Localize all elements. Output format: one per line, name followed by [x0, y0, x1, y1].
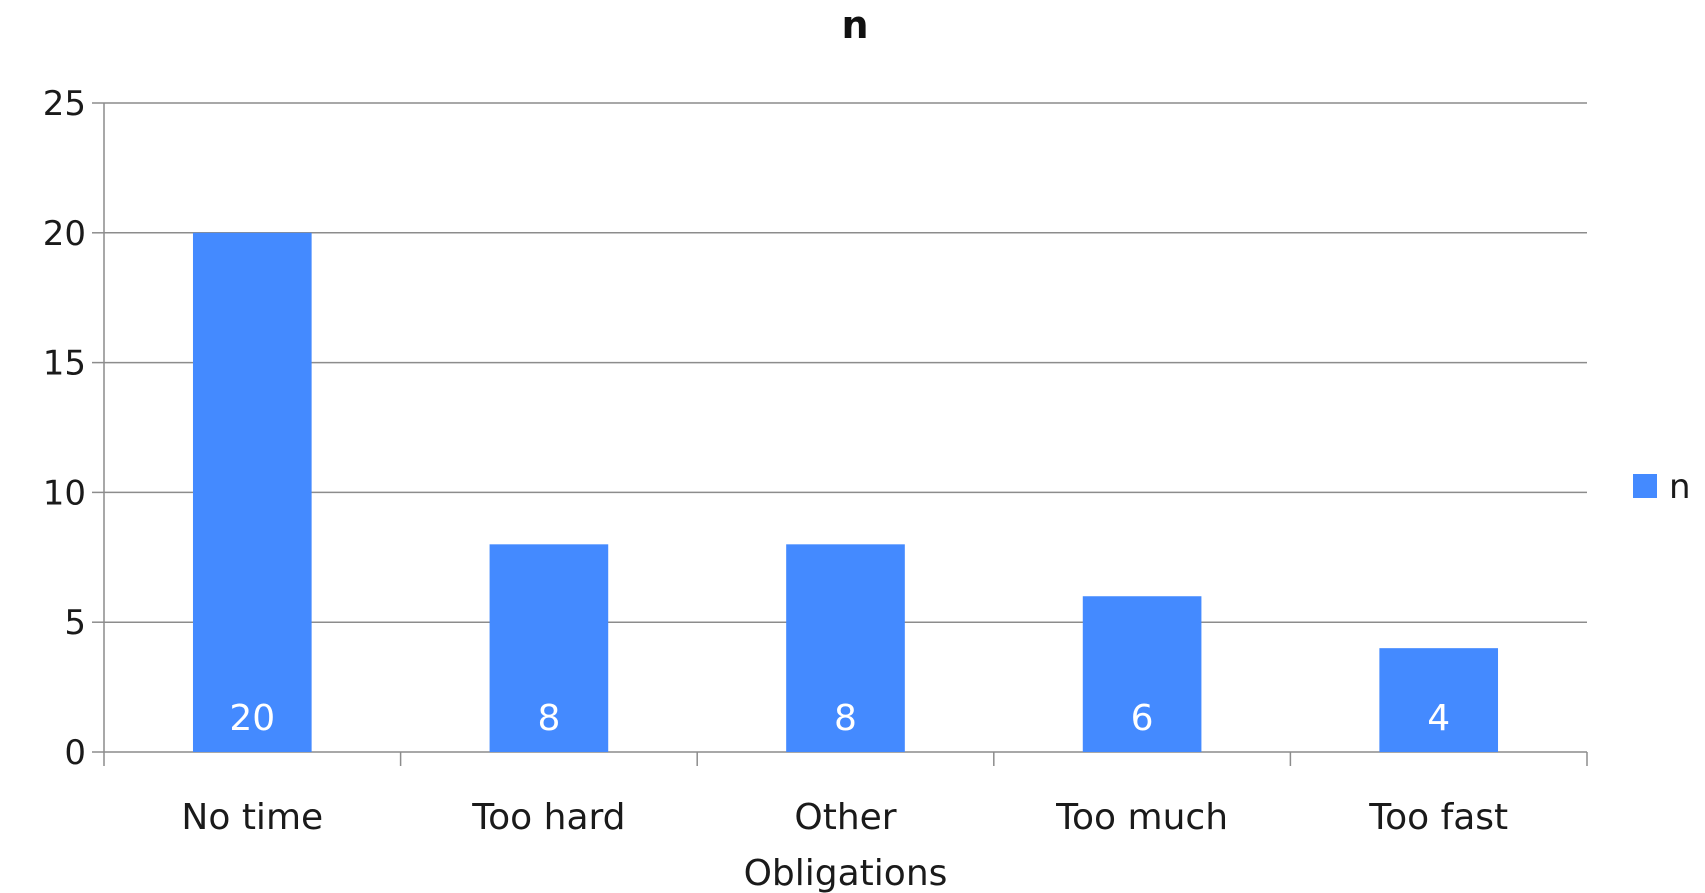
x-category-label: Too hard	[471, 797, 625, 838]
y-tick-label: 0	[64, 733, 86, 773]
data-label: 20	[229, 698, 275, 739]
y-tick-label: 10	[43, 473, 86, 513]
legend-label: n	[1669, 467, 1691, 507]
bar	[1082, 596, 1202, 752]
x-category-label: Too fast	[1368, 797, 1508, 838]
legend-swatch	[1633, 474, 1657, 498]
data-label: 4	[1427, 698, 1450, 739]
x-category-label: Other Obligations	[744, 797, 948, 893]
data-label: 8	[834, 698, 857, 739]
chart-title: n	[841, 3, 868, 47]
y-tick-label: 25	[43, 84, 86, 124]
bar	[786, 544, 905, 752]
bar	[192, 232, 312, 753]
bars: 20 8 8 6 4	[192, 232, 1499, 753]
y-tick-label: 20	[43, 214, 86, 254]
x-axis-labels: No time Too hard Other Obligations Too much T…	[181, 797, 1508, 893]
gridlines	[104, 102, 1587, 623]
y-tick-label: 15	[43, 344, 86, 384]
y-axis-ticks: 0 5 10 15 20 25	[43, 84, 104, 773]
data-label: 8	[537, 698, 560, 739]
x-category-label: No time	[181, 797, 323, 838]
bar	[1379, 648, 1499, 752]
y-tick-label: 5	[64, 603, 86, 643]
x-category-label: Too much	[1055, 797, 1228, 838]
bar	[489, 544, 609, 752]
legend: n	[1633, 467, 1691, 507]
data-label: 6	[1131, 698, 1154, 739]
